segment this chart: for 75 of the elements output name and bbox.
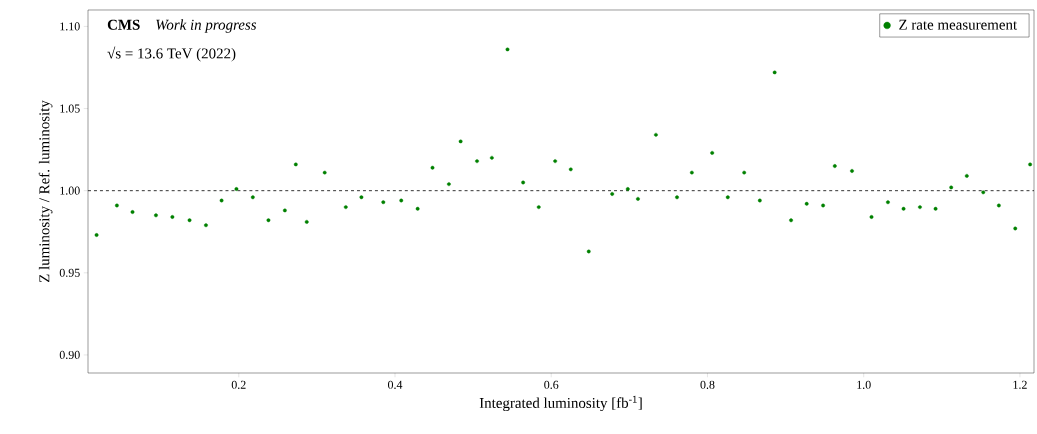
x-tick-label: 0.6 xyxy=(544,380,559,389)
point xyxy=(399,198,404,203)
point xyxy=(282,208,287,213)
annotation: Work in progress xyxy=(156,19,257,33)
annotation: √s = 13.6 TeV (2022) xyxy=(107,46,236,62)
point xyxy=(187,218,192,223)
x-tick-label: 0.4 xyxy=(387,380,403,389)
point xyxy=(772,70,777,75)
point xyxy=(1013,226,1018,231)
point xyxy=(293,162,298,167)
y-tick-label: 0.95 xyxy=(59,268,80,277)
point xyxy=(415,206,420,211)
point xyxy=(553,159,558,163)
point xyxy=(901,206,906,211)
point xyxy=(625,187,630,191)
x-tick-label: 1.0 xyxy=(857,380,871,389)
point xyxy=(204,223,208,228)
point xyxy=(832,164,837,168)
y-tick-label: 1.05 xyxy=(60,104,80,113)
y-axis-title: Z luminosity / Ref. luminosity xyxy=(38,100,53,283)
point xyxy=(789,218,793,223)
point xyxy=(430,165,435,170)
point xyxy=(918,205,922,209)
point xyxy=(568,167,573,172)
point xyxy=(610,192,615,196)
point xyxy=(447,182,451,186)
legend-label: Z rate measurement xyxy=(899,19,1018,30)
point xyxy=(250,195,255,200)
point xyxy=(654,132,658,137)
point xyxy=(266,218,271,223)
x-tick-label: 0.8 xyxy=(700,380,715,389)
point xyxy=(996,203,1001,208)
x-tick-label: 0.2 xyxy=(231,380,246,389)
point xyxy=(886,200,890,205)
y-tick-label: 1.00 xyxy=(60,186,80,195)
y-tick-label: 1.10 xyxy=(60,22,80,31)
point xyxy=(304,219,309,224)
point xyxy=(234,187,239,191)
point xyxy=(689,170,694,175)
point xyxy=(869,215,874,219)
point xyxy=(821,203,825,208)
x-tick-label: 1.2 xyxy=(1013,380,1027,389)
point xyxy=(536,205,541,209)
point xyxy=(964,174,969,178)
point xyxy=(586,249,591,254)
point xyxy=(981,190,986,195)
y-tick-label: 0.90 xyxy=(59,350,80,359)
point xyxy=(130,210,135,214)
x-axis-title: Integrated luminosity [fb$^{-1}$] xyxy=(479,395,642,412)
point xyxy=(675,195,679,200)
point xyxy=(505,47,510,52)
point xyxy=(94,233,99,237)
point xyxy=(710,151,715,155)
point xyxy=(1028,162,1032,167)
point xyxy=(757,198,762,203)
point xyxy=(154,213,158,218)
point xyxy=(359,195,364,200)
point xyxy=(949,185,954,190)
point xyxy=(170,215,175,219)
point xyxy=(742,170,747,175)
point xyxy=(475,159,479,163)
annotation: CMS xyxy=(107,19,140,30)
point xyxy=(219,198,224,203)
point xyxy=(636,197,640,201)
point xyxy=(115,203,119,208)
point xyxy=(521,180,526,185)
point xyxy=(850,169,854,173)
point xyxy=(804,201,809,206)
point xyxy=(381,200,386,205)
point xyxy=(343,205,348,209)
point xyxy=(933,206,938,211)
point xyxy=(489,155,494,160)
point xyxy=(458,139,463,144)
point xyxy=(322,170,327,175)
point xyxy=(725,195,730,200)
